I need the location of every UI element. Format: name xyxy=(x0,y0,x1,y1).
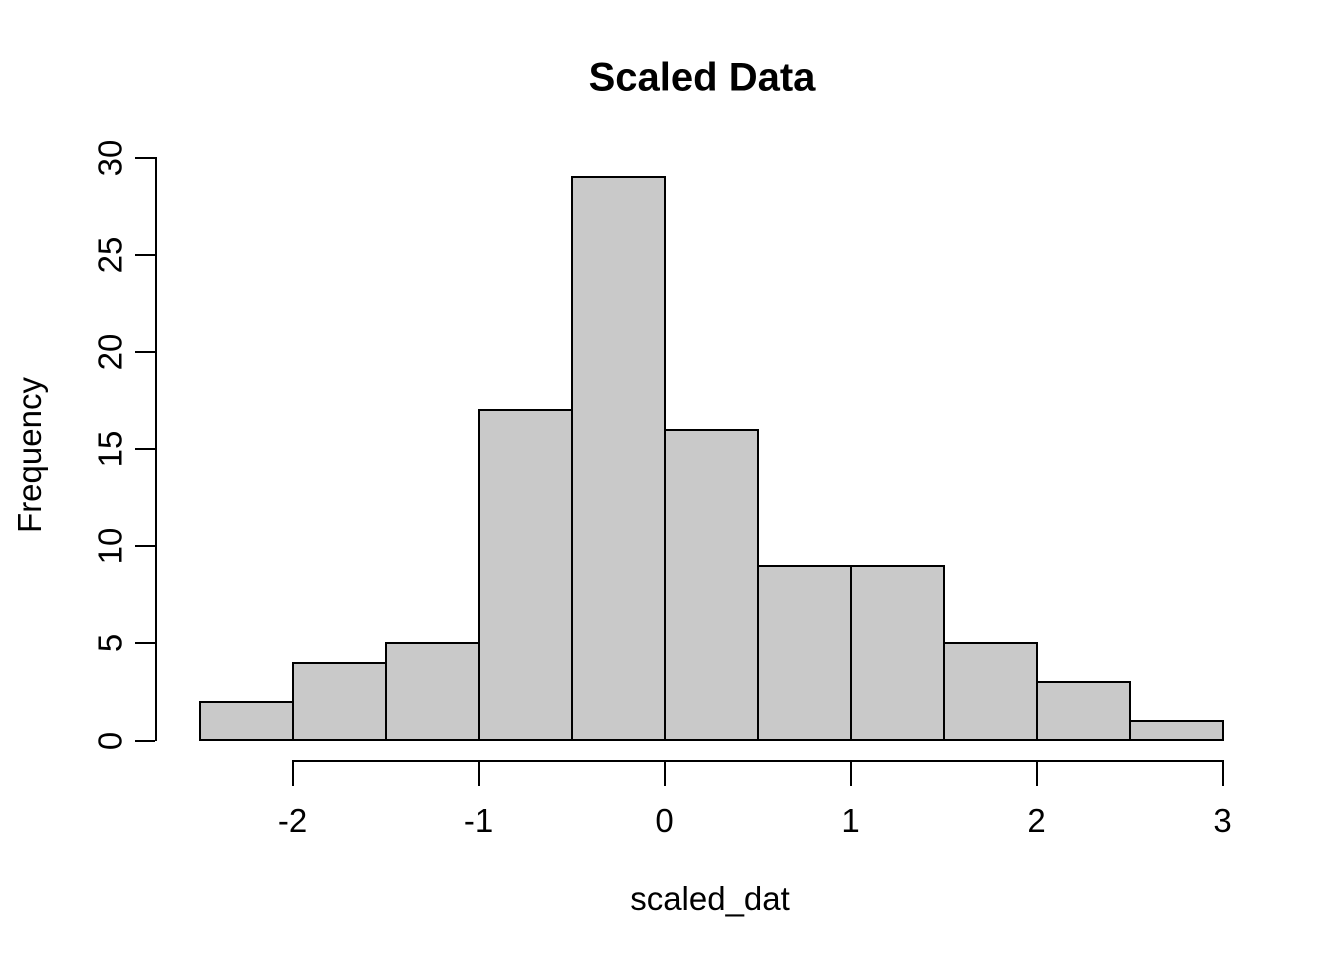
histogram-bar xyxy=(477,409,573,742)
x-tick-label: 3 xyxy=(1213,802,1232,839)
y-axis-tick xyxy=(135,739,155,742)
histogram-bar xyxy=(756,564,852,742)
y-tick-label: 25 xyxy=(91,236,129,274)
y-tick-label: 15 xyxy=(91,430,129,468)
y-tick-label: 5 xyxy=(91,634,129,653)
y-axis-tick xyxy=(135,156,155,159)
x-axis-label: scaled_dat xyxy=(630,880,790,917)
y-tick-label: 30 xyxy=(91,139,129,177)
y-axis-tick xyxy=(135,351,155,354)
histogram-bar xyxy=(942,642,1038,742)
x-axis-tick xyxy=(477,762,480,786)
y-axis-tick xyxy=(135,254,155,256)
x-axis-line xyxy=(291,760,1224,762)
histogram-bar xyxy=(291,661,387,742)
x-tick-label: 2 xyxy=(1027,802,1046,839)
x-axis-tick xyxy=(849,762,852,786)
chart-title: Scaled Data xyxy=(588,55,816,100)
y-tick-label: 0 xyxy=(91,731,129,750)
x-tick-label: 0 xyxy=(655,802,674,839)
y-axis-tick xyxy=(135,545,155,548)
y-tick-label: 10 xyxy=(91,527,129,565)
histogram-bar xyxy=(198,700,294,742)
x-axis-tick xyxy=(663,762,666,786)
y-axis-tick xyxy=(135,448,155,451)
x-axis-tick xyxy=(291,762,294,786)
histogram-bar xyxy=(1128,720,1224,742)
histogram-bar xyxy=(663,428,759,742)
y-axis-line xyxy=(155,156,157,742)
y-tick-label: 20 xyxy=(91,333,129,371)
histogram-bar xyxy=(849,564,945,742)
x-tick-label: -2 xyxy=(277,802,308,839)
x-tick-label: 1 xyxy=(841,802,860,839)
x-axis-tick xyxy=(1221,762,1224,786)
x-axis-tick xyxy=(1035,762,1038,786)
histogram-bar xyxy=(384,642,480,742)
y-axis-label: Frequency xyxy=(11,377,48,533)
histogram-bar xyxy=(1035,681,1131,742)
x-tick-label: -1 xyxy=(463,802,494,839)
histogram-bar xyxy=(570,176,666,742)
y-axis-tick xyxy=(135,642,155,645)
